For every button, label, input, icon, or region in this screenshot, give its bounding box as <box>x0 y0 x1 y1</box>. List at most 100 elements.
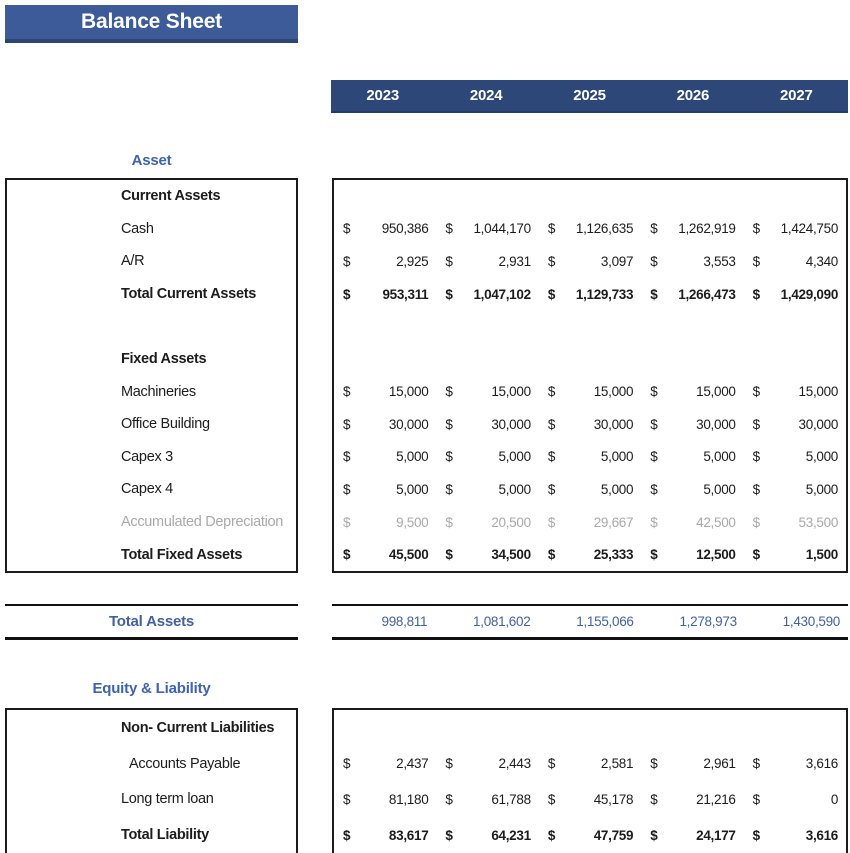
currency-symbol: $ <box>445 286 453 302</box>
label-cell[interactable]: Office Building <box>121 416 210 433</box>
label-cell[interactable]: Total Liability <box>121 827 209 844</box>
value-cell[interactable]: $20,500 <box>436 506 538 539</box>
value-cell[interactable]: $0 <box>744 782 846 818</box>
label-cell[interactable]: Accounts Payable <box>129 755 241 772</box>
value-cell[interactable]: $9,500 <box>334 506 436 539</box>
value-cell[interactable]: $1,129,733 <box>539 278 641 311</box>
value-cell[interactable]: $1,429,090 <box>744 278 846 311</box>
value-cell[interactable]: $1,266,473 <box>641 278 743 311</box>
total-assets-value-cell[interactable]: 1,278,973 <box>679 614 737 629</box>
label-cell[interactable]: Non- Current Liabilities <box>121 719 275 736</box>
cell-value: 5,000 <box>805 481 839 497</box>
value-cell[interactable]: $83,617 <box>334 817 436 853</box>
label-cell[interactable]: Total Current Assets <box>121 286 256 303</box>
value-cell[interactable]: $30,000 <box>334 408 436 441</box>
value-cell[interactable]: $953,311 <box>334 278 436 311</box>
value-cell[interactable]: $45,500 <box>334 538 436 571</box>
value-cell[interactable]: $1,126,635 <box>539 213 641 246</box>
value-cell[interactable]: $25,333 <box>539 538 641 571</box>
value-row <box>334 180 846 213</box>
total-assets-value-cell[interactable]: 1,155,066 <box>576 614 634 629</box>
value-cell[interactable]: $15,000 <box>436 375 538 408</box>
total-assets-label-cell[interactable]: Total Assets <box>5 604 298 640</box>
value-cell[interactable]: $1,500 <box>744 538 846 571</box>
value-cell[interactable]: $53,500 <box>744 506 846 539</box>
value-cell[interactable]: $5,000 <box>641 473 743 506</box>
value-cell[interactable]: $3,616 <box>744 817 846 853</box>
value-cell[interactable]: $5,000 <box>334 441 436 474</box>
value-cell <box>334 710 436 746</box>
year-header-cell[interactable]: 2026 <box>676 87 710 104</box>
label-cell[interactable]: Fixed Assets <box>121 351 207 368</box>
currency-symbol: $ <box>445 514 453 530</box>
label-cell[interactable]: Capex 4 <box>121 481 173 498</box>
value-cell[interactable]: $2,581 <box>539 746 641 782</box>
total-assets-value-cell[interactable]: 1,430,590 <box>782 614 841 629</box>
total-assets-value-cell[interactable]: 998,811 <box>381 614 428 629</box>
value-cell[interactable]: $5,000 <box>539 473 641 506</box>
value-cell[interactable]: $1,424,750 <box>744 213 846 246</box>
value-cell[interactable]: $15,000 <box>744 375 846 408</box>
value-cell[interactable]: $5,000 <box>744 473 846 506</box>
equity-liability-section-heading[interactable]: Equity & Liability <box>92 679 211 697</box>
label-cell[interactable]: Long term loan <box>121 791 214 808</box>
value-cell[interactable]: $3,616 <box>744 746 846 782</box>
year-header-cell[interactable]: 2025 <box>573 87 606 104</box>
value-cell[interactable]: $45,178 <box>539 782 641 818</box>
value-cell[interactable]: $2,961 <box>641 746 743 782</box>
value-cell[interactable]: $34,500 <box>436 538 538 571</box>
value-cell[interactable]: $47,759 <box>539 817 641 853</box>
value-cell[interactable]: $42,500 <box>641 506 743 539</box>
value-row: $45,500 $34,500 $25,333 $12,500 $1,500 <box>334 538 846 571</box>
value-cell[interactable]: $30,000 <box>539 408 641 441</box>
asset-section-heading[interactable]: Asset <box>131 151 172 169</box>
value-cell[interactable]: $3,553 <box>641 245 743 278</box>
label-cell[interactable]: Capex 3 <box>121 448 173 465</box>
value-cell[interactable]: $30,000 <box>436 408 538 441</box>
value-cell[interactable]: $30,000 <box>641 408 743 441</box>
value-cell[interactable]: $21,216 <box>641 782 743 818</box>
label-cell[interactable]: Cash <box>121 220 154 237</box>
currency-symbol: $ <box>752 416 761 432</box>
value-cell[interactable]: $15,000 <box>334 375 436 408</box>
value-cell[interactable]: $15,000 <box>641 375 743 408</box>
year-header-cell[interactable]: 2023 <box>366 87 399 104</box>
value-cell[interactable]: $30,000 <box>744 408 846 441</box>
value-cell[interactable]: $5,000 <box>744 441 846 474</box>
value-cell[interactable]: $2,925 <box>334 245 436 278</box>
value-cell[interactable]: $1,047,102 <box>436 278 538 311</box>
value-cell[interactable]: $5,000 <box>539 441 641 474</box>
value-cell[interactable]: $61,788 <box>436 782 538 818</box>
value-cell[interactable]: $2,931 <box>436 245 538 278</box>
currency-symbol: $ <box>445 481 453 497</box>
value-cell[interactable]: $24,177 <box>641 817 743 853</box>
value-cell[interactable]: $64,231 <box>436 817 538 853</box>
label-cell[interactable]: Machineries <box>121 383 196 400</box>
spacer-row <box>7 310 296 343</box>
year-header-cell[interactable]: 2024 <box>469 87 503 104</box>
value-cell[interactable]: $5,000 <box>641 441 743 474</box>
label-cell[interactable]: Current Assets <box>121 188 221 205</box>
value-cell[interactable]: $1,262,919 <box>641 213 743 246</box>
value-cell[interactable]: $950,386 <box>334 213 436 246</box>
label-cell[interactable]: Accumulated Depreciation <box>121 514 284 531</box>
value-cell[interactable]: $81,180 <box>334 782 436 818</box>
value-cell[interactable]: $5,000 <box>436 441 538 474</box>
value-cell[interactable]: $29,667 <box>539 506 641 539</box>
value-cell <box>744 310 846 343</box>
value-cell[interactable]: $2,437 <box>334 746 436 782</box>
total-assets-value-cell[interactable]: 1,081,602 <box>473 614 531 629</box>
label-cell[interactable]: A/R <box>121 253 145 270</box>
value-cell[interactable]: $15,000 <box>539 375 641 408</box>
year-header-cell[interactable]: 2027 <box>780 87 813 104</box>
value-cell[interactable]: $5,000 <box>436 473 538 506</box>
value-cell[interactable]: $12,500 <box>641 538 743 571</box>
cell-value: 2,437 <box>396 756 429 772</box>
value-cell[interactable]: $2,443 <box>436 746 538 782</box>
value-cell[interactable]: $3,097 <box>539 245 641 278</box>
currency-symbol: $ <box>547 416 556 432</box>
value-cell[interactable]: $1,044,170 <box>436 213 538 246</box>
value-cell[interactable]: $5,000 <box>334 473 436 506</box>
label-cell[interactable]: Total Fixed Assets <box>121 546 243 563</box>
value-cell[interactable]: $4,340 <box>744 245 846 278</box>
